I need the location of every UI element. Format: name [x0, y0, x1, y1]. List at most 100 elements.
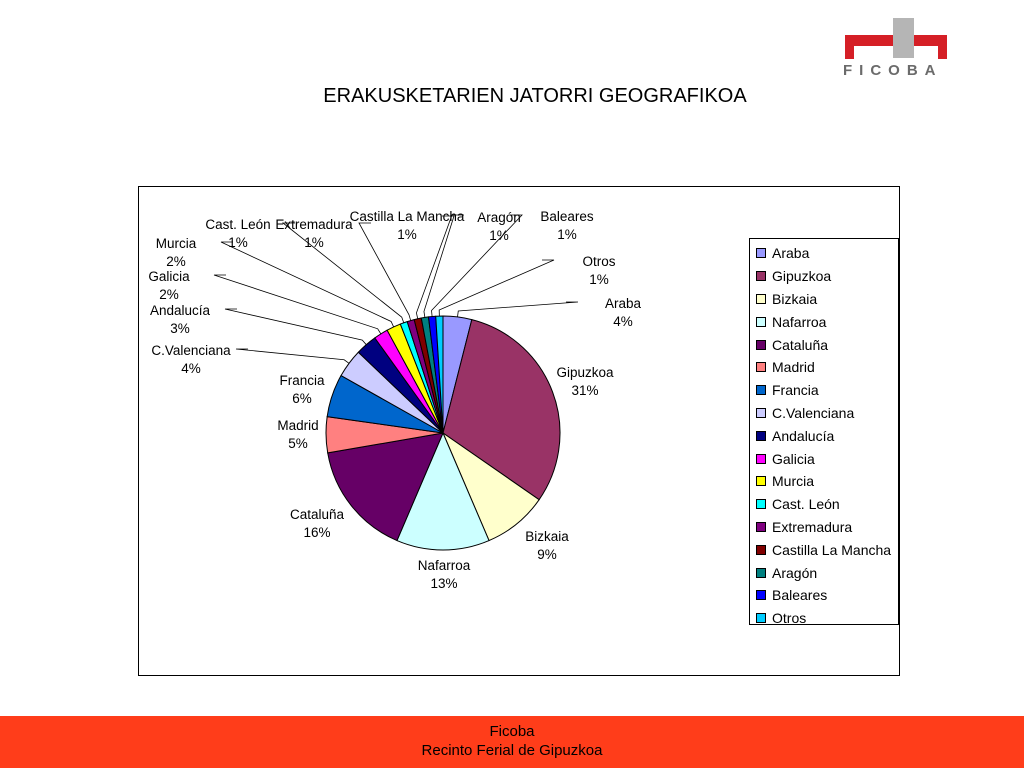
- legend-label: Extremadura: [772, 518, 853, 535]
- legend-label: Murcia: [772, 473, 815, 490]
- legend-label: Galicia: [772, 450, 815, 467]
- legend-item-cast-leon: Cast. León: [750, 493, 898, 516]
- data-label-percent-baleares: 1%: [557, 227, 577, 242]
- data-label-percent-araba: 4%: [613, 314, 633, 329]
- data-label-percent-extremadura: 1%: [304, 235, 324, 250]
- legend-item-bizkaia: Bizkaia: [750, 288, 898, 311]
- legend-label: Aragón: [772, 564, 818, 581]
- leader-line-c-valenciana: [235, 348, 350, 364]
- legend-item-andalucia: Andalucía: [750, 424, 898, 447]
- data-label-castilla-la-mancha: Castilla La Mancha: [350, 209, 465, 224]
- legend-label: Castilla La Mancha: [772, 541, 892, 558]
- leader-line-cast-leon: [281, 222, 405, 323]
- data-label-percent-c-valenciana: 4%: [181, 361, 201, 376]
- logo-red-left-leg: [845, 35, 854, 59]
- legend-swatch: [756, 613, 766, 624]
- legend-item-nafarroa: Nafarroa: [750, 310, 898, 333]
- data-label-percent-aragon: 1%: [489, 228, 509, 243]
- leader-line-aragon: [423, 215, 455, 318]
- data-label-cataluna: Cataluña: [290, 507, 345, 522]
- data-label-percent-andalucia: 3%: [170, 321, 190, 336]
- ficoba-logo: [845, 18, 947, 59]
- data-label-madrid: Madrid: [277, 418, 318, 433]
- legend-item-baleares: Baleares: [750, 584, 898, 607]
- data-label-nafarroa: Nafarroa: [418, 558, 471, 573]
- legend-swatch: [756, 590, 766, 601]
- legend-item-francia: Francia: [750, 379, 898, 402]
- legend-swatch: [756, 271, 766, 282]
- legend-label: Otros: [772, 610, 807, 627]
- data-label-francia: Francia: [279, 373, 325, 388]
- leader-line-murcia: [220, 241, 395, 328]
- data-label-percent-gipuzkoa: 31%: [571, 383, 598, 398]
- data-label-araba: Araba: [605, 296, 642, 311]
- legend-swatch: [756, 339, 766, 350]
- pie-slice-nafarroa: [396, 431, 490, 551]
- legend-item-c-valenciana: C.Valenciana: [750, 402, 898, 425]
- data-label-percent-nafarroa: 13%: [430, 576, 457, 591]
- legend-item-castilla-la-mancha: Castilla La Mancha: [750, 538, 898, 561]
- logo-gray-block: [893, 18, 914, 58]
- legend-label: C.Valenciana: [772, 404, 855, 421]
- footer-line-1: Ficoba: [489, 723, 535, 740]
- legend-item-galicia: Galicia: [750, 447, 898, 470]
- legend-label: Madrid: [772, 359, 815, 376]
- data-label-percent-bizkaia: 9%: [537, 547, 557, 562]
- data-label-galicia: Galicia: [148, 269, 190, 284]
- data-label-aragon: Aragón: [477, 210, 521, 225]
- leader-line-araba: [457, 301, 579, 317]
- legend-item-murcia: Murcia: [750, 470, 898, 493]
- legend-swatch: [756, 476, 766, 487]
- chart-legend: Araba Gipuzkoa Bizkaia Nafarroa Cataluña Madr…: [749, 238, 899, 627]
- legend-swatch: [756, 453, 766, 464]
- legend-swatch: [756, 567, 766, 578]
- data-label-otros: Otros: [582, 254, 615, 269]
- pie-slice-cataluna: [327, 432, 444, 542]
- legend-label: Cataluña: [772, 336, 829, 353]
- leader-line-galicia: [213, 274, 382, 335]
- legend-label: Araba: [772, 245, 810, 262]
- legend-label: Gipuzkoa: [772, 268, 832, 285]
- legend-item-aragon: Aragón: [750, 561, 898, 584]
- data-label-percent-cataluna: 16%: [303, 525, 330, 540]
- footer: Ficoba Recinto Ferial de Gipuzkoa: [0, 716, 1024, 768]
- page-title: ERAKUSKETARIEN JATORRI GEOGRAFIKOA: [323, 85, 747, 107]
- legend-swatch: [756, 248, 766, 259]
- data-label-baleares: Baleares: [540, 209, 594, 224]
- leader-line-otros: [438, 259, 555, 317]
- legend-swatch: [756, 385, 766, 396]
- legend-label: Nafarroa: [772, 313, 827, 330]
- leader-line-extremadura: [358, 222, 412, 321]
- legend-label: Bizkaia: [772, 290, 818, 307]
- footer-line-2: Recinto Ferial de Gipuzkoa: [421, 742, 603, 759]
- data-label-gipuzkoa: Gipuzkoa: [556, 365, 614, 380]
- legend-label: Francia: [772, 382, 819, 399]
- data-label-andalucia: Andalucía: [150, 303, 211, 318]
- legend-swatch: [756, 316, 766, 327]
- legend-label: Baleares: [772, 587, 828, 604]
- legend-swatch: [756, 430, 766, 441]
- data-label-cast-leon: Cast. León: [205, 217, 270, 232]
- chart-frame: Araba 4% Gipuzkoa 31% Bizkaia 9% Nafarroa 13% Ca…: [138, 186, 900, 676]
- legend-swatch: [756, 407, 766, 418]
- pie-slice-gipuzkoa: [442, 318, 561, 501]
- data-label-percent-murcia: 2%: [166, 254, 186, 269]
- legend-label: Andalucía: [772, 427, 835, 444]
- legend-item-araba: Araba: [750, 242, 898, 265]
- legend-swatch: [756, 362, 766, 373]
- data-label-percent-castilla-la-mancha: 1%: [397, 227, 417, 242]
- legend-swatch: [756, 521, 766, 532]
- legend-swatch: [756, 293, 766, 304]
- legend-swatch: [756, 544, 766, 555]
- data-label-percent-cast-leon: 1%: [228, 235, 248, 250]
- logo-text: FICOBA: [843, 62, 943, 79]
- data-label-percent-galicia: 2%: [159, 287, 179, 302]
- legend-label: Cast. León: [772, 496, 840, 513]
- pie-chart: Araba 4% Gipuzkoa 31% Bizkaia 9% Nafarroa 13% Ca…: [148, 209, 642, 591]
- legend-swatch: [756, 499, 766, 510]
- data-label-bizkaia: Bizkaia: [525, 529, 569, 544]
- leader-line-andalucia: [224, 308, 367, 345]
- data-label-extremadura: Extremadura: [275, 217, 353, 232]
- legend-item-cataluna: Cataluña: [750, 333, 898, 356]
- leader-line-castilla-la-mancha: [416, 214, 464, 319]
